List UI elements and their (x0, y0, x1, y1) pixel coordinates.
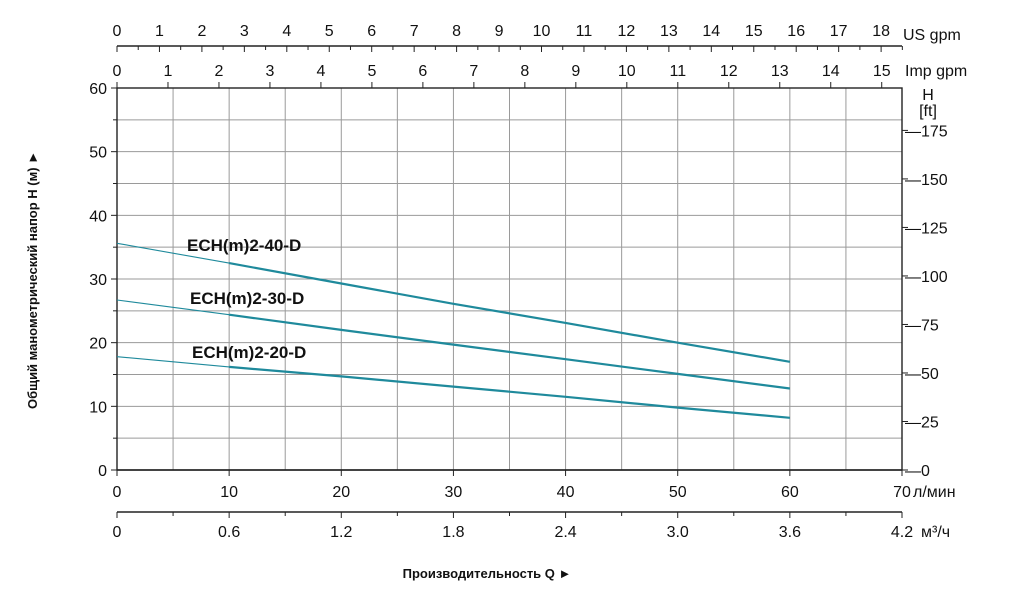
imp-gpm-tick-label: 4 (316, 63, 325, 80)
x-tick-label: 50 (669, 484, 687, 501)
y-tick-label: 10 (89, 399, 107, 416)
x-tick-label: 70 (893, 484, 911, 501)
ft-tick-label: —175 (905, 123, 948, 140)
imp-gpm-tick-label: 2 (215, 63, 224, 80)
imp-gpm-tick-label: 3 (265, 63, 274, 80)
m3h-axis-unit: м³/ч (921, 524, 950, 541)
m3h-tick-label: 3.6 (779, 524, 801, 541)
ft-tick-label: —125 (905, 220, 948, 237)
imp-gpm-tick-label: 8 (520, 63, 529, 80)
x-tick-label: 0 (113, 484, 122, 501)
m3h-tick-label: 0 (113, 524, 122, 541)
imp-gpm-tick-label: 13 (771, 63, 789, 80)
y-tick-label: 30 (89, 272, 107, 289)
x-tick-label: 40 (557, 484, 575, 501)
m3h-tick-label: 3.0 (667, 524, 689, 541)
ft-tick-label: —0 (905, 463, 930, 480)
imp-gpm-tick-label: 0 (113, 63, 122, 80)
m3h-tick-label: 2.4 (554, 524, 576, 541)
series-line (229, 365, 790, 419)
x-tick-label: 60 (781, 484, 799, 501)
m3h-tick-label: 1.8 (442, 524, 464, 541)
imp-gpm-tick-label: 1 (164, 63, 173, 80)
ft-axis-title: H (922, 87, 934, 104)
x-tick-label: 10 (220, 484, 238, 501)
us-gpm-tick-label: 2 (197, 23, 206, 40)
y-tick-label: 0 (98, 463, 107, 480)
us-gpm-tick-label: 17 (830, 23, 848, 40)
ft-axis-unit: [ft] (919, 103, 937, 120)
series-label: ECH(m)2-20-D (192, 343, 306, 362)
imp-gpm-tick-label: 9 (571, 63, 580, 80)
us-gpm-tick-label: 15 (745, 23, 763, 40)
us-gpm-tick-label: 10 (533, 23, 551, 40)
y-tick-label: 40 (89, 208, 107, 225)
labels: 0102030405060—0—25—50—75—100—125—150—175… (25, 23, 967, 581)
us-gpm-axis-unit: US gpm (903, 27, 961, 44)
y-tick-label: 20 (89, 336, 107, 353)
x-axis-unit: л/мин (913, 484, 956, 501)
us-gpm-tick-label: 0 (113, 23, 122, 40)
series-line (228, 262, 791, 363)
imp-gpm-tick-label: 5 (367, 63, 376, 80)
imp-gpm-tick-label: 14 (822, 63, 840, 80)
series-line-thin (116, 299, 230, 316)
x-tick-label: 20 (332, 484, 350, 501)
us-gpm-tick-label: 8 (452, 23, 461, 40)
series-layer (116, 242, 791, 419)
ft-tick-label: —50 (905, 366, 939, 383)
us-gpm-tick-label: 14 (702, 23, 720, 40)
us-gpm-tick-label: 18 (872, 23, 890, 40)
ft-tick-label: —150 (905, 172, 948, 189)
imp-gpm-tick-label: 7 (469, 63, 478, 80)
grid (117, 88, 902, 470)
imp-gpm-tick-label: 6 (418, 63, 427, 80)
us-gpm-tick-label: 5 (325, 23, 334, 40)
imp-gpm-axis-unit: Imp gpm (905, 63, 967, 80)
us-gpm-tick-label: 13 (660, 23, 678, 40)
series-line-thin (116, 242, 230, 264)
us-gpm-tick-label: 6 (367, 23, 376, 40)
series-line (228, 313, 791, 390)
series-label: ECH(m)2-30-D (190, 289, 304, 308)
us-gpm-tick-label: 16 (787, 23, 805, 40)
ft-tick-label: —75 (905, 317, 939, 334)
us-gpm-tick-label: 3 (240, 23, 249, 40)
ft-tick-label: —25 (905, 414, 939, 431)
x-tick-label: 30 (445, 484, 463, 501)
ft-tick-label: —100 (905, 269, 948, 286)
y-axis-title: Общий манометрический напор H (м) ► (25, 151, 40, 409)
m3h-tick-label: 4.2 (891, 524, 913, 541)
m3h-tick-label: 1.2 (330, 524, 352, 541)
us-gpm-tick-label: 11 (576, 23, 593, 40)
x-axis-title: Производительность Q ► (403, 566, 572, 581)
m3h-tick-label: 0.6 (218, 524, 240, 541)
us-gpm-tick-label: 4 (282, 23, 291, 40)
imp-gpm-tick-label: 11 (669, 63, 686, 80)
us-gpm-tick-label: 9 (495, 23, 504, 40)
series-label: ECH(m)2-40-D (187, 236, 301, 255)
imp-gpm-tick-label: 15 (873, 63, 891, 80)
y-tick-label: 50 (89, 145, 107, 162)
imp-gpm-tick-label: 12 (720, 63, 738, 80)
axes (111, 45, 908, 518)
us-gpm-tick-label: 1 (155, 23, 164, 40)
series-line-thin (116, 356, 230, 368)
y-tick-label: 60 (89, 81, 107, 98)
us-gpm-tick-label: 12 (618, 23, 636, 40)
imp-gpm-tick-label: 10 (618, 63, 636, 80)
us-gpm-tick-label: 7 (410, 23, 419, 40)
